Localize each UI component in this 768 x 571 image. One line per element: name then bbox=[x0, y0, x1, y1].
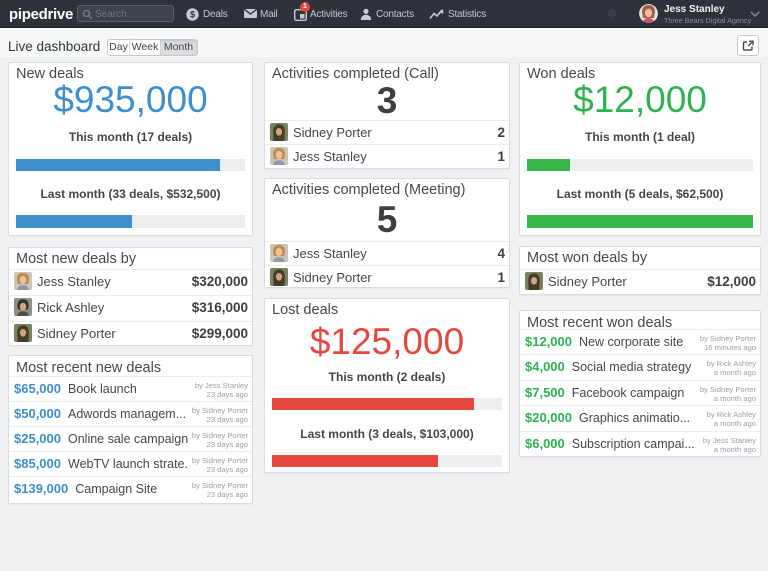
svg-text:$: $ bbox=[190, 10, 195, 20]
